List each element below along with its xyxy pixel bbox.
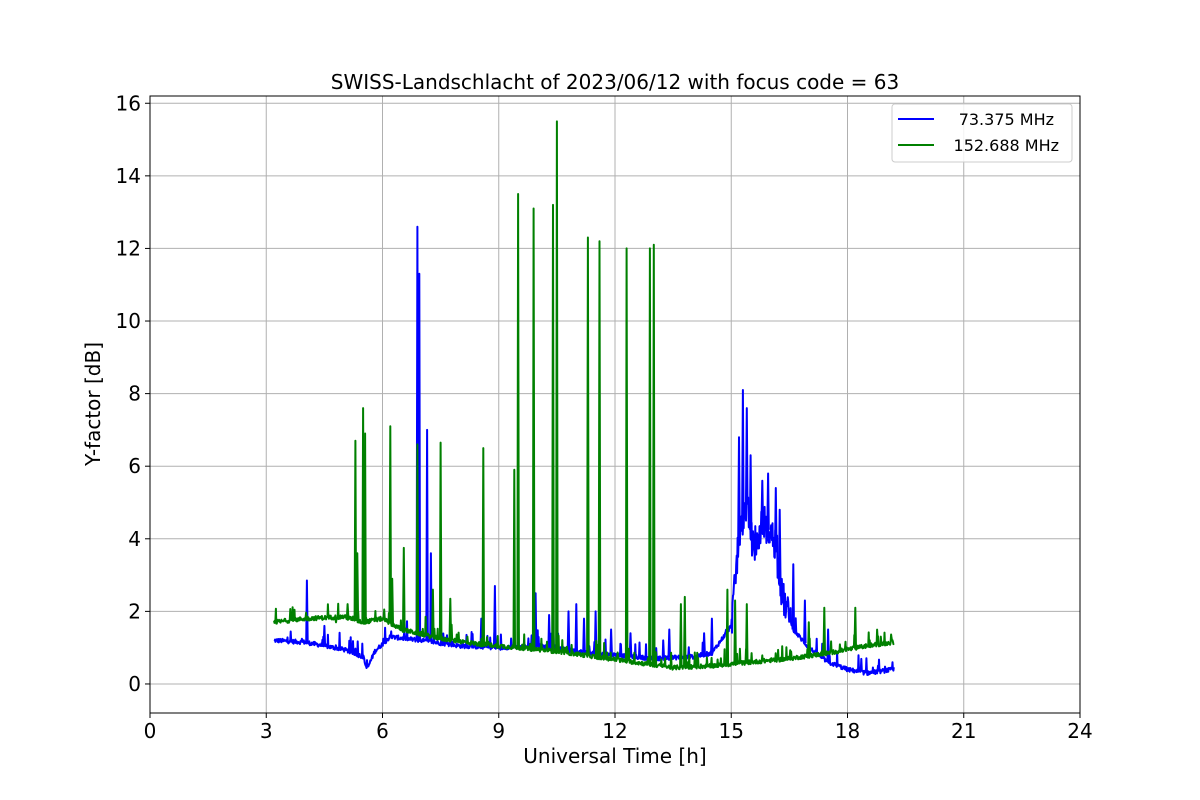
x-axis-label: Universal Time [h]: [523, 744, 706, 768]
spike-mark: [791, 563, 795, 630]
spike-mark: [667, 628, 671, 658]
spike-mark: [555, 120, 559, 652]
y-tick-label: 12: [116, 236, 141, 260]
spike-mark: [702, 632, 706, 655]
spike-mark: [355, 552, 360, 621]
y-tick-label: 4: [128, 527, 141, 551]
spike-mark: [593, 610, 598, 654]
spike-mark: [425, 428, 429, 642]
spike-mark: [551, 203, 555, 651]
spike-mark: [648, 247, 652, 665]
y-tick-label: 10: [116, 309, 141, 333]
spike-mark: [345, 603, 350, 618]
spike-mark: [609, 628, 613, 655]
x-tick-label: 0: [144, 719, 157, 743]
spike-mark: [822, 606, 826, 654]
x-axis: 0 3 6 9 12 15 18 21 24: [144, 713, 1093, 743]
x-tick-label: 3: [260, 719, 273, 743]
spike-mark: [774, 487, 778, 553]
spike-mark: [683, 595, 687, 668]
x-tick-label: 6: [376, 719, 389, 743]
series-line: [273, 602, 895, 671]
spike-mark: [547, 614, 551, 648]
spike-mark: [448, 597, 453, 641]
spike-mark: [826, 628, 830, 663]
spike-mark: [388, 425, 392, 624]
spike-mark: [710, 617, 714, 654]
y-axis: 0 2 4 6 8 10 12 14 16: [116, 91, 150, 696]
spike-mark: [512, 468, 516, 648]
y-tick-label: 16: [116, 91, 141, 115]
chart-title: SWISS-Landschlacht of 2023/06/12 with fo…: [331, 70, 899, 94]
spike-mark: [390, 577, 394, 625]
spike-mark: [417, 272, 422, 641]
legend: 73.375 MHz 152.688 MHz: [891, 103, 1073, 163]
spike-mark: [597, 240, 602, 658]
spike-mark: [737, 436, 741, 539]
spike-mark: [531, 207, 536, 650]
spike-mark: [624, 247, 629, 662]
x-tick-label: 21: [951, 719, 976, 743]
spike-mark: [748, 454, 753, 530]
y-axis-label: Y-factor [dB]: [81, 342, 105, 467]
spike-mark: [803, 599, 807, 644]
spike-mark: [322, 624, 327, 646]
spike-mark: [725, 588, 730, 665]
spike-mark: [652, 243, 656, 665]
spike-mark: [586, 236, 590, 656]
spike-mark: [574, 603, 578, 652]
spike-mark: [777, 508, 782, 580]
legend-box: [891, 103, 1073, 163]
spike-mark: [745, 407, 749, 503]
spike-mark: [415, 443, 420, 634]
spike-mark: [481, 447, 485, 645]
spike-mark: [741, 389, 745, 521]
spike-mark: [582, 617, 586, 653]
x-tick-label: 15: [719, 719, 744, 743]
x-tick-label: 12: [602, 719, 627, 743]
legend-label-0: 73.375 MHz: [959, 110, 1054, 129]
spike-mark: [429, 552, 433, 642]
spike-mark: [760, 479, 764, 521]
y-tick-label: 14: [116, 164, 141, 188]
spike-mark: [516, 193, 520, 648]
spike-mark: [334, 617, 338, 624]
x-tick-label: 9: [492, 719, 505, 743]
spike-mark: [745, 603, 749, 663]
series-0: [273, 225, 895, 676]
spike-mark: [766, 472, 770, 530]
x-tick-label: 24: [1067, 719, 1092, 743]
y-tick-label: 2: [128, 599, 141, 623]
spike-mark: [807, 621, 811, 656]
spike-mark: [431, 588, 435, 637]
series-layer: [273, 120, 895, 676]
spike-mark: [305, 579, 309, 643]
spike-mark: [493, 585, 497, 648]
spike-mark: [566, 610, 571, 651]
legend-label-1: 152.688 MHz: [954, 136, 1059, 155]
spike-mark: [402, 546, 406, 631]
x-tick-label: 18: [835, 719, 860, 743]
spike-mark: [438, 441, 443, 639]
y-tick-label: 6: [128, 454, 141, 478]
y-tick-label: 8: [128, 382, 141, 406]
spike-mark: [733, 599, 737, 664]
spike-mark: [628, 632, 633, 657]
spike-mark: [363, 432, 367, 622]
spike-mark: [353, 439, 358, 621]
series-1: [273, 120, 895, 671]
spike-mark: [853, 606, 857, 649]
y-tick-label: 0: [128, 672, 141, 696]
spike-mark: [679, 603, 683, 668]
